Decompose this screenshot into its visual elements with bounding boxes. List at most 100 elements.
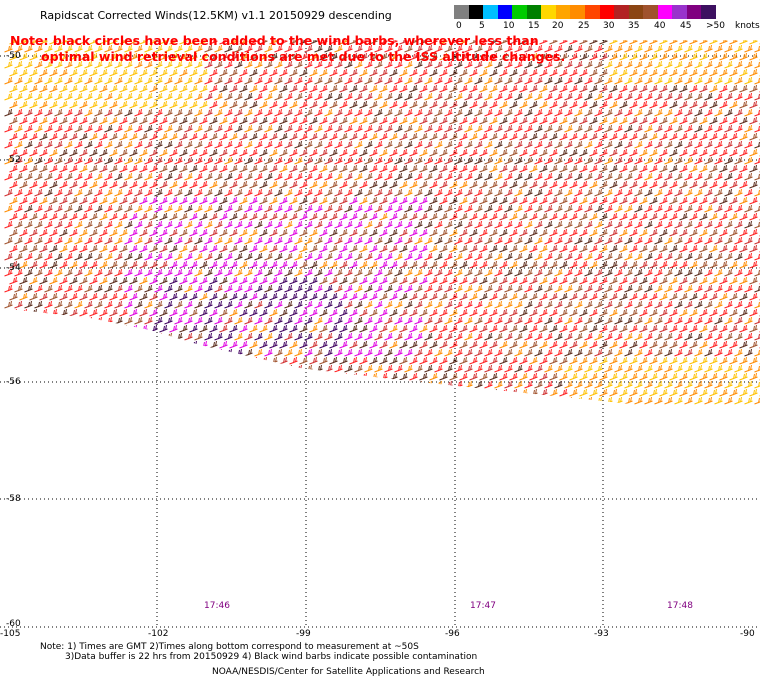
wind-barb bbox=[184, 124, 193, 133]
wind-barb bbox=[514, 380, 523, 389]
wind-barb bbox=[494, 236, 503, 245]
wind-barb bbox=[484, 284, 493, 293]
wind-barb bbox=[579, 180, 588, 189]
wind-barb bbox=[264, 252, 273, 261]
wind-barb bbox=[254, 300, 263, 309]
wind-barb bbox=[439, 68, 448, 77]
wind-barb bbox=[564, 124, 573, 133]
wind-barb bbox=[544, 364, 553, 373]
wind-barb bbox=[509, 68, 518, 77]
wind-barb bbox=[394, 380, 403, 389]
wind-barb bbox=[144, 76, 153, 85]
wind-barb bbox=[679, 132, 688, 141]
wind-barb bbox=[484, 348, 493, 357]
wind-barb bbox=[689, 212, 698, 221]
wind-barb bbox=[664, 188, 673, 197]
wind-barb bbox=[694, 252, 703, 261]
wind-barb bbox=[359, 228, 368, 237]
wind-barb bbox=[469, 340, 478, 349]
wind-barb bbox=[354, 172, 363, 181]
wind-barb bbox=[409, 372, 418, 381]
legend-tick-label: 5 bbox=[479, 21, 485, 31]
wind-barb bbox=[709, 148, 718, 157]
wind-barb bbox=[349, 356, 358, 365]
wind-barb bbox=[734, 204, 743, 213]
wind-barb bbox=[429, 356, 438, 365]
wind-barb bbox=[219, 372, 228, 381]
wind-barb bbox=[534, 220, 543, 229]
wind-barb bbox=[734, 188, 743, 197]
wind-barb bbox=[434, 364, 443, 373]
wind-barb bbox=[624, 76, 633, 85]
wind-barb bbox=[594, 380, 603, 389]
wind-barb bbox=[469, 132, 478, 141]
wind-barb bbox=[199, 164, 208, 173]
wind-barb bbox=[594, 44, 603, 53]
wind-barb bbox=[59, 180, 68, 189]
wind-barb bbox=[464, 220, 473, 229]
wind-barb bbox=[54, 396, 63, 405]
wind-barb bbox=[344, 284, 353, 293]
wind-barb bbox=[644, 124, 653, 133]
wind-barb bbox=[109, 180, 118, 189]
wind-barb bbox=[64, 204, 73, 213]
wind-barb bbox=[519, 260, 528, 269]
wind-barb bbox=[209, 68, 218, 77]
wind-barb bbox=[454, 300, 463, 309]
wind-barb bbox=[144, 124, 153, 133]
wind-barb bbox=[574, 348, 583, 357]
wind-barb bbox=[519, 100, 528, 109]
wind-barb bbox=[569, 52, 578, 61]
wind-barb bbox=[619, 228, 628, 237]
wind-barb bbox=[414, 332, 423, 341]
wind-barb bbox=[359, 52, 368, 61]
wind-barb bbox=[64, 140, 73, 149]
wind-barb bbox=[474, 60, 483, 69]
wind-barb bbox=[29, 40, 38, 45]
wind-barb bbox=[669, 148, 678, 157]
wind-barb bbox=[239, 372, 248, 381]
wind-barb bbox=[314, 348, 323, 357]
wind-barb bbox=[19, 100, 28, 109]
wind-barb bbox=[459, 324, 468, 333]
wind-barb bbox=[114, 364, 123, 373]
wind-barb bbox=[619, 164, 628, 173]
wind-barb bbox=[659, 84, 668, 93]
wind-barb bbox=[74, 60, 83, 69]
wind-barb bbox=[294, 316, 303, 325]
wind-barb bbox=[754, 396, 760, 405]
wind-barb bbox=[594, 348, 603, 357]
wind-barb bbox=[504, 332, 513, 341]
wind-barb bbox=[184, 332, 193, 341]
wind-barb bbox=[569, 84, 578, 93]
wind-barb bbox=[119, 180, 128, 189]
wind-barb bbox=[39, 212, 48, 221]
wind-barb bbox=[524, 268, 533, 277]
wind-barb bbox=[519, 324, 528, 333]
wind-barb bbox=[349, 84, 358, 93]
wind-barb bbox=[104, 204, 113, 213]
wind-barb bbox=[429, 68, 438, 77]
wind-barb bbox=[249, 292, 258, 301]
wind-barb bbox=[559, 276, 568, 285]
wind-barb bbox=[364, 156, 373, 165]
wind-barb bbox=[394, 188, 403, 197]
wind-barb bbox=[639, 132, 648, 141]
wind-barb bbox=[274, 396, 283, 405]
wind-barb bbox=[44, 172, 53, 181]
wind-barb bbox=[64, 252, 73, 261]
wind-barb bbox=[29, 244, 38, 253]
wind-barb bbox=[304, 300, 313, 309]
wind-barb bbox=[134, 188, 143, 197]
wind-barb bbox=[309, 180, 318, 189]
wind-barb bbox=[734, 236, 743, 245]
wind-barb bbox=[479, 324, 488, 333]
wind-barb bbox=[619, 84, 628, 93]
wind-barb bbox=[549, 196, 558, 205]
wind-barb bbox=[574, 124, 583, 133]
wind-barb bbox=[444, 348, 453, 357]
wind-barb bbox=[559, 212, 568, 221]
wind-barb bbox=[559, 164, 568, 173]
wind-barb bbox=[384, 332, 393, 341]
wind-barb bbox=[284, 172, 293, 181]
